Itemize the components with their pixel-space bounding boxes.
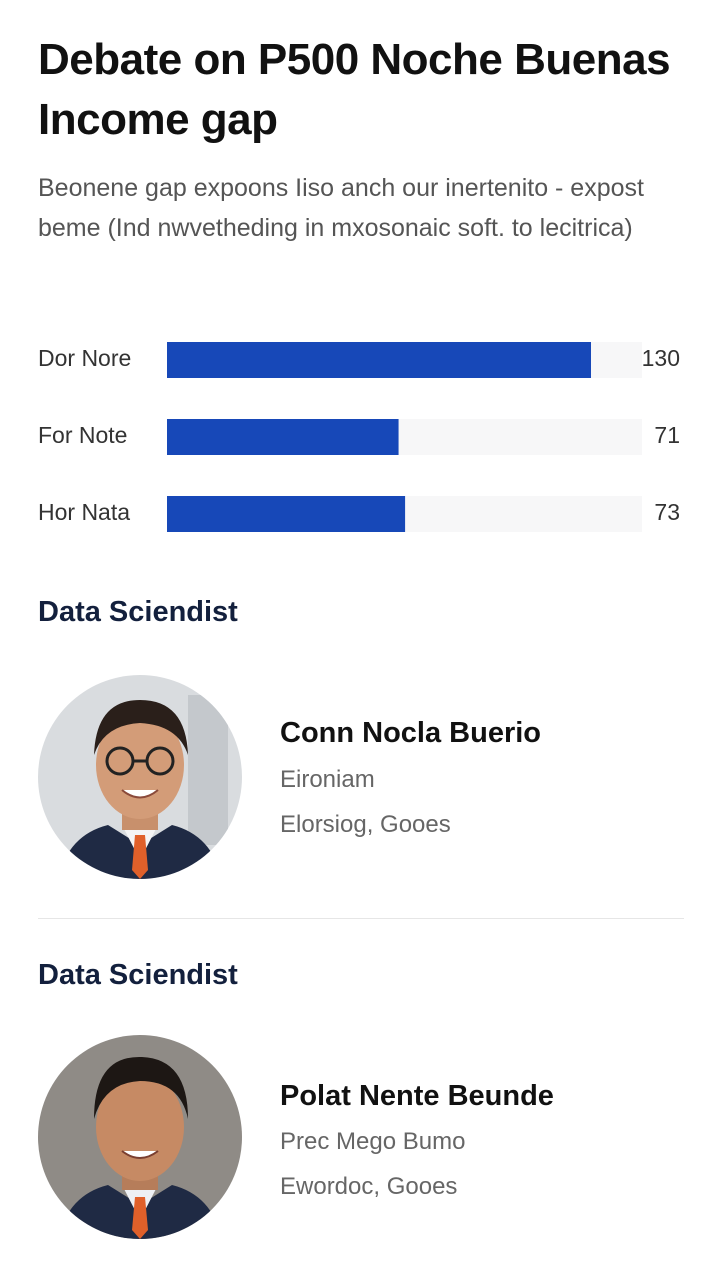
profile-role: Prec Mego Bumo [280,1128,466,1155]
bar-label: For Note [38,422,127,448]
profile-name: Conn Nocla Buerio [280,717,542,749]
section-heading: Data Sciendist [38,596,238,628]
profile-role: Eironiam [280,766,375,793]
bar-label: Dor Nore [38,345,131,371]
profile-org: Elorsiog, Gooes [280,811,451,838]
profile-name: Polat Nente Beunde [280,1080,554,1112]
avatar [38,675,242,879]
bar-value: 71 [654,422,680,448]
bar-value: 73 [654,499,680,525]
bar-value: 130 [642,345,680,371]
avatar [38,1035,242,1239]
divider [38,918,684,919]
bar [167,496,406,532]
bar-label: Hor Nata [38,499,130,525]
subtitle: Beonene gap expoons Iiso anch our inerte… [38,174,644,242]
title: Debate on P500 Noche Buenas Income gap [38,35,671,144]
bar [167,419,399,455]
bar-chart: Dor Nore 130 For Note 71 Hor Nata 73 [38,342,680,532]
profile-org: Ewordoc, Gooes [280,1173,458,1200]
section-heading: Data Sciendist [38,959,238,991]
bar [167,342,591,378]
